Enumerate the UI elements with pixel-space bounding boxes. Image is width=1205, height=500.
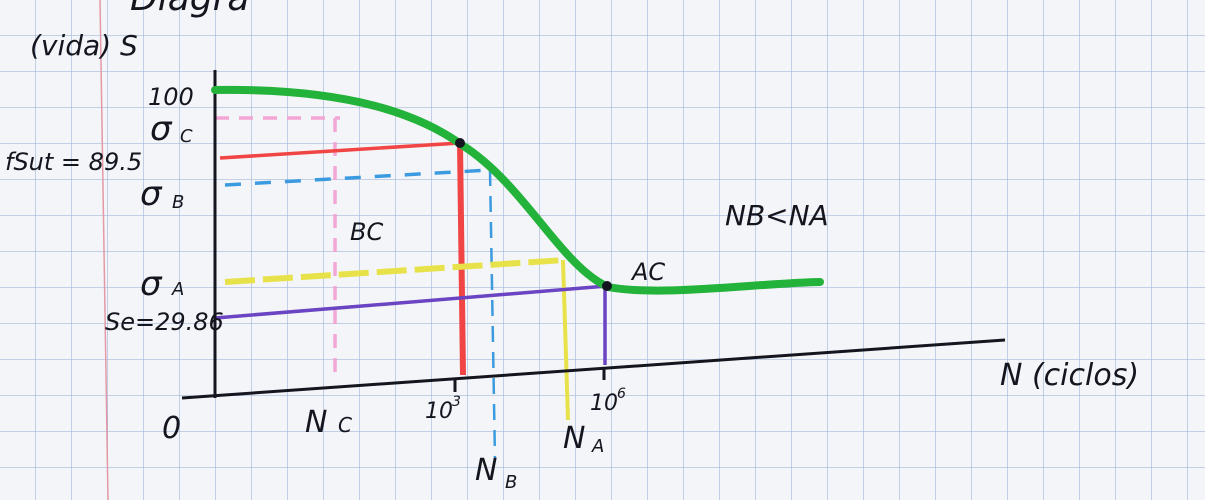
y-axis-label: (vida) S xyxy=(30,29,138,62)
origin-label: 0 xyxy=(162,411,181,446)
x-label: A xyxy=(591,436,604,457)
x-label: N xyxy=(563,421,585,456)
x-label: C xyxy=(338,413,352,437)
red-v xyxy=(460,143,463,375)
y-label: A xyxy=(171,279,184,300)
y-label: C xyxy=(180,126,193,147)
x-label: N xyxy=(305,405,327,440)
y-label: 100 xyxy=(148,83,194,111)
y-label: σ xyxy=(150,109,173,149)
x-axis-label: N (ciclos) xyxy=(1000,358,1139,393)
x-label: 10 xyxy=(425,399,453,424)
y-label: σ xyxy=(140,264,163,304)
diagram: Diagra (vida) S N (ciclos) 0 100 σ C fSu… xyxy=(0,0,1205,500)
y-label: fSut = 89.5 xyxy=(5,148,142,176)
x-label: 10 xyxy=(590,391,618,416)
point xyxy=(455,138,465,148)
title-fragment: Diagra xyxy=(130,0,250,19)
x-label: N xyxy=(475,453,497,488)
x-label: B xyxy=(505,472,517,493)
annotation: BC xyxy=(350,218,383,246)
y-label: σ xyxy=(140,174,163,214)
annotation: AC xyxy=(630,258,665,286)
y-label: Se=29.86 xyxy=(105,308,224,336)
x-label: 6 xyxy=(617,386,626,402)
y-label: B xyxy=(172,192,184,213)
x-label: 3 xyxy=(452,394,461,410)
point xyxy=(602,281,612,291)
annotation: NB<NA xyxy=(725,199,829,232)
